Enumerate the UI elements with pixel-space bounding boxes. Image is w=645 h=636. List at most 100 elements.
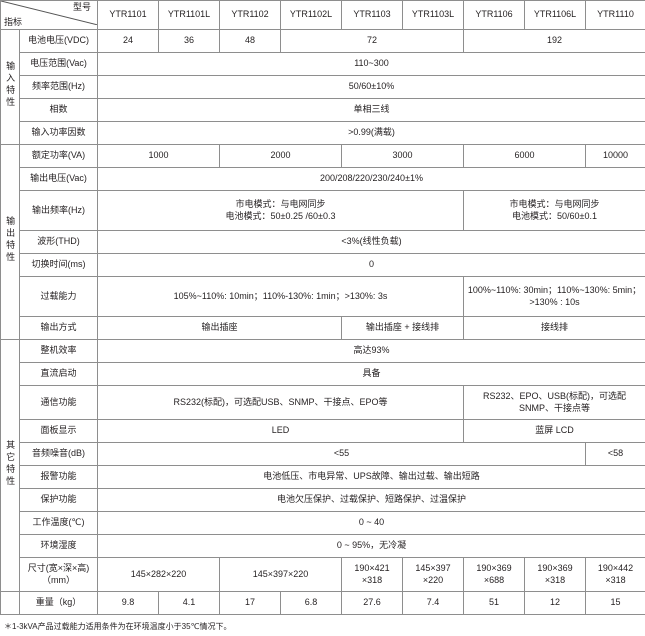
table-row: 环境湿度 0 ~ 95%，无冷凝 [1,534,645,558]
cell-dc-start: 具备 [97,362,645,386]
group-label-spacer [0,591,20,615]
cell-communication-b: RS232、EPO、USB(标配)，可选配 SNMP、干接点等 [463,385,645,420]
table-row: 保护功能 电池欠压保护、过载保护、短路保护、过温保护 [1,488,645,512]
group-label-output-text: 输出特性 [5,216,16,265]
model-header-0: YTR1101 [97,0,159,30]
table-row: 其它特性 整机效率 高达93% [0,339,645,592]
cell-output-freq-a: 市电模式：与电网同步 电池模式：50±0.25 /60±0.3 [97,190,464,231]
table-row: 报警功能 电池低压、市电异常、UPS故障、输出过载、输出短路 [1,465,645,489]
group-label-other: 其它特性 [0,339,20,592]
model-header-1: YTR1101L [158,0,220,30]
corner-header-cell: 型号 指标 [0,0,98,30]
table-row: 输出电压(Vac) 200/208/220/230/240±1% [1,167,645,191]
cell-rated-power-1: 2000 [219,144,342,168]
row-label-transfer-time: 切换时间(ms) [19,253,98,277]
footnotes: ＊1-3kVA产品过载能力适用条件为在环境温度小于35℃情况下。 ＊规格指标变动… [4,622,645,636]
diagonal-divider-icon [1,1,97,25]
cell-battery-voltage-4: 192 [463,29,645,53]
cell-dimensions-0: 145×282×220 [97,557,220,592]
row-label-output-voltage: 输出电压(Vac) [19,167,98,191]
cell-weight-8: 15 [585,591,645,615]
cell-battery-voltage-0: 24 [97,29,159,53]
cell-transfer-time: 0 [97,253,645,277]
row-label-dc-start: 直流启动 [19,362,98,386]
model-header-4: YTR1103 [341,0,403,30]
table-row: 输入特性 电池电压(VDC) 24 36 48 72 192 [0,29,645,145]
corner-index-label: 指标 [4,16,23,27]
cell-panel-display-a: LED [97,419,464,443]
cell-weight-1: 4.1 [158,591,220,615]
model-header-2: YTR1102 [219,0,281,30]
table-header-row: 型号 指标 YTR1101 YTR1101L YTR1102 YTR1102L … [0,0,645,30]
row-label-rated-power: 额定功率(VA) [19,144,98,168]
table-row: 波形(THD) <3%(线性负载) [1,230,645,254]
cell-overload-b: 100%~110%: 30min；110%~130%: 5min； >130% … [463,276,645,317]
cell-dimensions-3: 145×397 ×220 [402,557,464,592]
cell-dimensions-1: 145×397×220 [219,557,342,592]
model-header-7: YTR1106L [524,0,586,30]
cell-output-type-c: 接线排 [463,316,645,340]
table-row: 输出特性 额定功率(VA) 1000 2000 3000 6000 10000 [0,144,645,340]
cell-phase: 单相三线 [97,98,645,122]
cell-protection: 电池欠压保护、过载保护、短路保护、过温保护 [97,488,645,512]
cell-noise-a: <55 [97,442,586,466]
model-header-5: YTR1103L [402,0,464,30]
row-label-alarm: 报警功能 [19,465,98,489]
cell-output-type-a: 输出插座 [97,316,342,340]
table-row: 过载能力 105%~110%: 10min；110%-130%: 1min；>1… [1,276,645,317]
cell-output-voltage: 200/208/220/230/240±1% [97,167,645,191]
cell-dimensions-2: 190×421 ×318 [341,557,403,592]
row-label-overload: 过载能力 [19,276,98,317]
cell-panel-display-b: 蓝屏 LCD [463,419,645,443]
corner-model-label: 型号 [72,2,91,12]
cell-efficiency: 高达93% [97,339,645,363]
group-label-input-text: 输入特性 [5,61,16,110]
table-row: 相数 单相三线 [1,98,645,122]
row-label-noise: 音频噪音(dB) [19,442,98,466]
cell-alarm: 电池低压、市电异常、UPS故障、输出过载、输出短路 [97,465,645,489]
table-row: 输出频率(Hz) 市电模式：与电网同步 电池模式：50±0.25 /60±0.3… [1,190,645,231]
group-label-input: 输入特性 [0,29,20,145]
cell-dimensions-5: 190×369 ×318 [524,557,586,592]
cell-noise-b: <58 [585,442,645,466]
row-label-humidity: 环境湿度 [19,534,98,558]
cell-op-temp: 0 ~ 40 [97,511,645,535]
model-header-6: YTR1106 [463,0,525,30]
cell-weight-3: 6.8 [280,591,342,615]
cell-weight-0: 9.8 [97,591,159,615]
table-row: 面板显示 LED 蓝屏 LCD [1,419,645,443]
row-label-output-type: 输出方式 [19,316,98,340]
row-label-phase: 相数 [19,98,98,122]
table-row: 切换时间(ms) 0 [1,253,645,277]
cell-dimensions-4: 190×369 ×688 [463,557,525,592]
cell-weight-4: 27.6 [341,591,403,615]
cell-battery-voltage-1: 36 [158,29,220,53]
cell-weight-5: 7.4 [402,591,464,615]
table-row: 尺寸(宽×深×高)（mm） 145×282×220 145×397×220 19… [1,557,645,592]
cell-dimensions-6: 190×442 ×318 [585,557,645,592]
cell-power-factor: >0.99(满载) [97,121,645,145]
cell-communication-a: RS232(标配)，可选配USB、SNMP、干接点、EPO等 [97,385,464,420]
cell-humidity: 0 ~ 95%，无冷凝 [97,534,645,558]
cell-battery-voltage-3: 72 [280,29,464,53]
group-label-output: 输出特性 [0,144,20,340]
table-row: 电压范围(Vac) 110~300 [1,52,645,76]
cell-weight-7: 12 [524,591,586,615]
cell-rated-power-4: 10000 [585,144,645,168]
cell-voltage-range: 110~300 [97,52,645,76]
row-label-protection: 保护功能 [19,488,98,512]
cell-overload-a: 105%~110%: 10min；110%-130%: 1min；>130%: … [97,276,464,317]
row-label-op-temp: 工作温度(℃) [19,511,98,535]
table-row: 输出方式 输出插座 输出插座 + 接线排 接线排 [1,316,645,340]
row-label-communication: 通信功能 [19,385,98,420]
row-label-weight: 重量（kg） [19,591,98,615]
cell-weight-6: 51 [463,591,525,615]
row-label-freq-range: 频率范围(Hz) [19,75,98,99]
cell-output-type-b: 输出插座 + 接线排 [341,316,464,340]
row-label-power-factor: 输入功率因数 [19,121,98,145]
model-header-8: YTR1110 [585,0,645,30]
cell-rated-power-3: 6000 [463,144,586,168]
row-label-voltage-range: 电压范围(Vac) [19,52,98,76]
cell-rated-power-0: 1000 [97,144,220,168]
table-row: 通信功能 RS232(标配)，可选配USB、SNMP、干接点、EPO等 RS23… [1,385,645,420]
